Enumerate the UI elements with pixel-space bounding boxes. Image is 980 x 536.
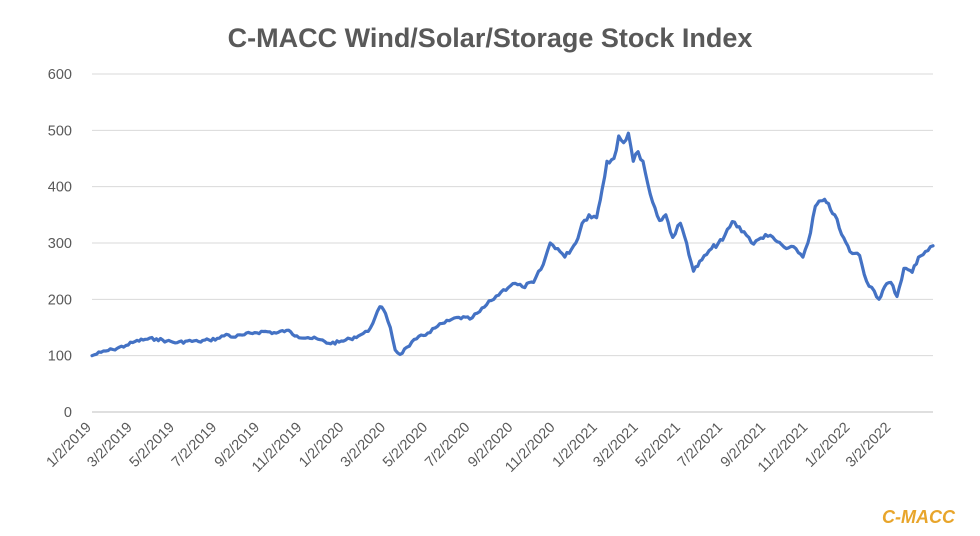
y-tick-label: 100 [48, 349, 72, 365]
x-tick-label: 3/2/2019 [84, 420, 135, 471]
y-tick-label: 600 [48, 67, 72, 83]
x-tick-label: 7/2/2021 [675, 420, 726, 471]
series-layer [90, 131, 935, 358]
x-tick-label: 3/2/2020 [338, 420, 389, 471]
y-tick-label: 500 [48, 123, 72, 139]
gridlines [92, 73, 933, 413]
x-tick-label: 7/2/2020 [422, 420, 473, 471]
watermark-logo: C-MACC [882, 507, 956, 527]
x-tick-label: 5/2/2019 [127, 420, 178, 471]
x-tick-label: 7/2/2019 [169, 420, 220, 471]
y-axis-tick-labels: 0 100 200 300 400 500 600 [48, 67, 72, 421]
y-tick-label: 300 [48, 236, 72, 252]
chart-title: C-MACC Wind/Solar/Storage Stock Index [228, 23, 753, 53]
x-tick-label: 5/2/2020 [380, 420, 431, 471]
x-tick-label: 3/2/2021 [590, 420, 641, 471]
series-line [90, 131, 935, 358]
y-tick-label: 0 [64, 405, 72, 421]
x-tick-label: 5/2/2021 [633, 420, 684, 471]
x-tick-label: 1/2/2020 [296, 420, 347, 471]
y-tick-label: 400 [48, 180, 72, 196]
x-tick-label: 3/2/2022 [843, 420, 894, 471]
y-tick-label: 200 [48, 292, 72, 308]
x-axis-tick-labels: 1/2/20193/2/20195/2/20197/2/20199/2/2019… [44, 420, 895, 476]
